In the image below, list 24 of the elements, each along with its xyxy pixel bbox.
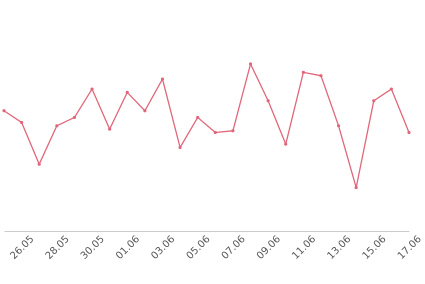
point (196, 116, 200, 120)
point (178, 146, 182, 150)
point (2, 109, 6, 112)
point (231, 129, 234, 132)
point (55, 124, 58, 128)
point (266, 99, 270, 102)
point (407, 130, 411, 134)
point (354, 186, 358, 190)
point (126, 90, 129, 94)
point (38, 162, 41, 166)
point (319, 74, 323, 78)
point (302, 70, 305, 74)
point (72, 116, 76, 120)
point (90, 87, 94, 91)
point (372, 99, 376, 102)
point (284, 142, 288, 146)
point (390, 87, 393, 91)
point (160, 77, 164, 81)
point (214, 130, 217, 134)
point (108, 128, 112, 131)
point (336, 124, 340, 128)
point (143, 109, 146, 112)
point (248, 62, 252, 66)
point (20, 120, 24, 124)
